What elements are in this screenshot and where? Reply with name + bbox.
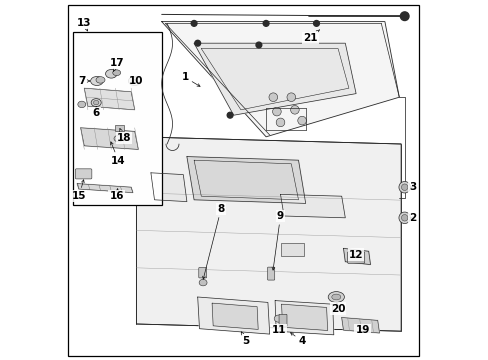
Circle shape bbox=[263, 21, 268, 26]
Text: 13: 13 bbox=[77, 18, 91, 31]
Circle shape bbox=[191, 21, 197, 26]
Circle shape bbox=[194, 40, 200, 46]
Circle shape bbox=[313, 21, 319, 26]
Text: 8: 8 bbox=[202, 204, 224, 279]
Ellipse shape bbox=[331, 294, 340, 300]
Polygon shape bbox=[136, 137, 400, 331]
Ellipse shape bbox=[91, 99, 101, 107]
Bar bbox=[280, 243, 303, 256]
Circle shape bbox=[398, 181, 409, 193]
Ellipse shape bbox=[132, 77, 140, 83]
Ellipse shape bbox=[327, 292, 344, 302]
Polygon shape bbox=[343, 248, 370, 265]
Text: 16: 16 bbox=[109, 189, 123, 201]
Text: 5: 5 bbox=[241, 332, 249, 346]
Text: 4: 4 bbox=[290, 333, 305, 346]
Ellipse shape bbox=[93, 100, 99, 105]
Ellipse shape bbox=[90, 77, 103, 85]
Text: 9: 9 bbox=[271, 211, 284, 270]
Polygon shape bbox=[151, 173, 186, 202]
Circle shape bbox=[256, 42, 261, 48]
Text: 6: 6 bbox=[92, 107, 100, 118]
Ellipse shape bbox=[113, 70, 121, 76]
Polygon shape bbox=[212, 303, 258, 329]
Polygon shape bbox=[280, 194, 345, 218]
Circle shape bbox=[272, 107, 281, 116]
Polygon shape bbox=[81, 128, 138, 149]
Text: 1: 1 bbox=[181, 72, 200, 86]
Text: 18: 18 bbox=[117, 129, 131, 143]
Polygon shape bbox=[275, 301, 333, 335]
Polygon shape bbox=[281, 304, 327, 330]
Ellipse shape bbox=[105, 69, 117, 78]
Text: 15: 15 bbox=[72, 180, 86, 201]
Ellipse shape bbox=[96, 77, 105, 83]
Bar bbox=[73, 32, 162, 205]
Ellipse shape bbox=[274, 315, 283, 322]
Circle shape bbox=[400, 12, 408, 21]
Ellipse shape bbox=[128, 77, 141, 85]
Ellipse shape bbox=[78, 101, 85, 108]
FancyBboxPatch shape bbox=[75, 169, 92, 179]
Text: 19: 19 bbox=[355, 325, 369, 336]
Text: 10: 10 bbox=[128, 76, 142, 86]
Circle shape bbox=[401, 184, 407, 190]
Circle shape bbox=[401, 215, 407, 221]
Circle shape bbox=[276, 118, 284, 127]
FancyBboxPatch shape bbox=[199, 267, 206, 278]
Text: 17: 17 bbox=[109, 58, 124, 72]
FancyBboxPatch shape bbox=[267, 267, 274, 280]
Polygon shape bbox=[197, 297, 269, 334]
Text: 2: 2 bbox=[408, 213, 416, 223]
Polygon shape bbox=[77, 184, 133, 193]
Polygon shape bbox=[162, 22, 399, 137]
Circle shape bbox=[227, 112, 232, 118]
Ellipse shape bbox=[199, 279, 206, 286]
Polygon shape bbox=[341, 318, 379, 333]
Circle shape bbox=[398, 212, 409, 224]
Text: 12: 12 bbox=[348, 249, 363, 260]
Polygon shape bbox=[186, 157, 305, 203]
Circle shape bbox=[290, 105, 299, 114]
Text: 7: 7 bbox=[78, 76, 89, 86]
Polygon shape bbox=[194, 43, 355, 115]
Text: 20: 20 bbox=[330, 302, 345, 314]
Text: 3: 3 bbox=[408, 182, 416, 192]
Bar bbox=[115, 125, 123, 131]
Circle shape bbox=[286, 93, 295, 102]
Circle shape bbox=[268, 93, 277, 102]
FancyBboxPatch shape bbox=[347, 252, 364, 264]
Text: 14: 14 bbox=[110, 142, 125, 166]
Polygon shape bbox=[84, 88, 134, 110]
Text: 11: 11 bbox=[271, 325, 285, 336]
FancyBboxPatch shape bbox=[279, 314, 286, 327]
Circle shape bbox=[297, 116, 306, 125]
Text: 21: 21 bbox=[303, 30, 319, 43]
Ellipse shape bbox=[114, 135, 123, 142]
